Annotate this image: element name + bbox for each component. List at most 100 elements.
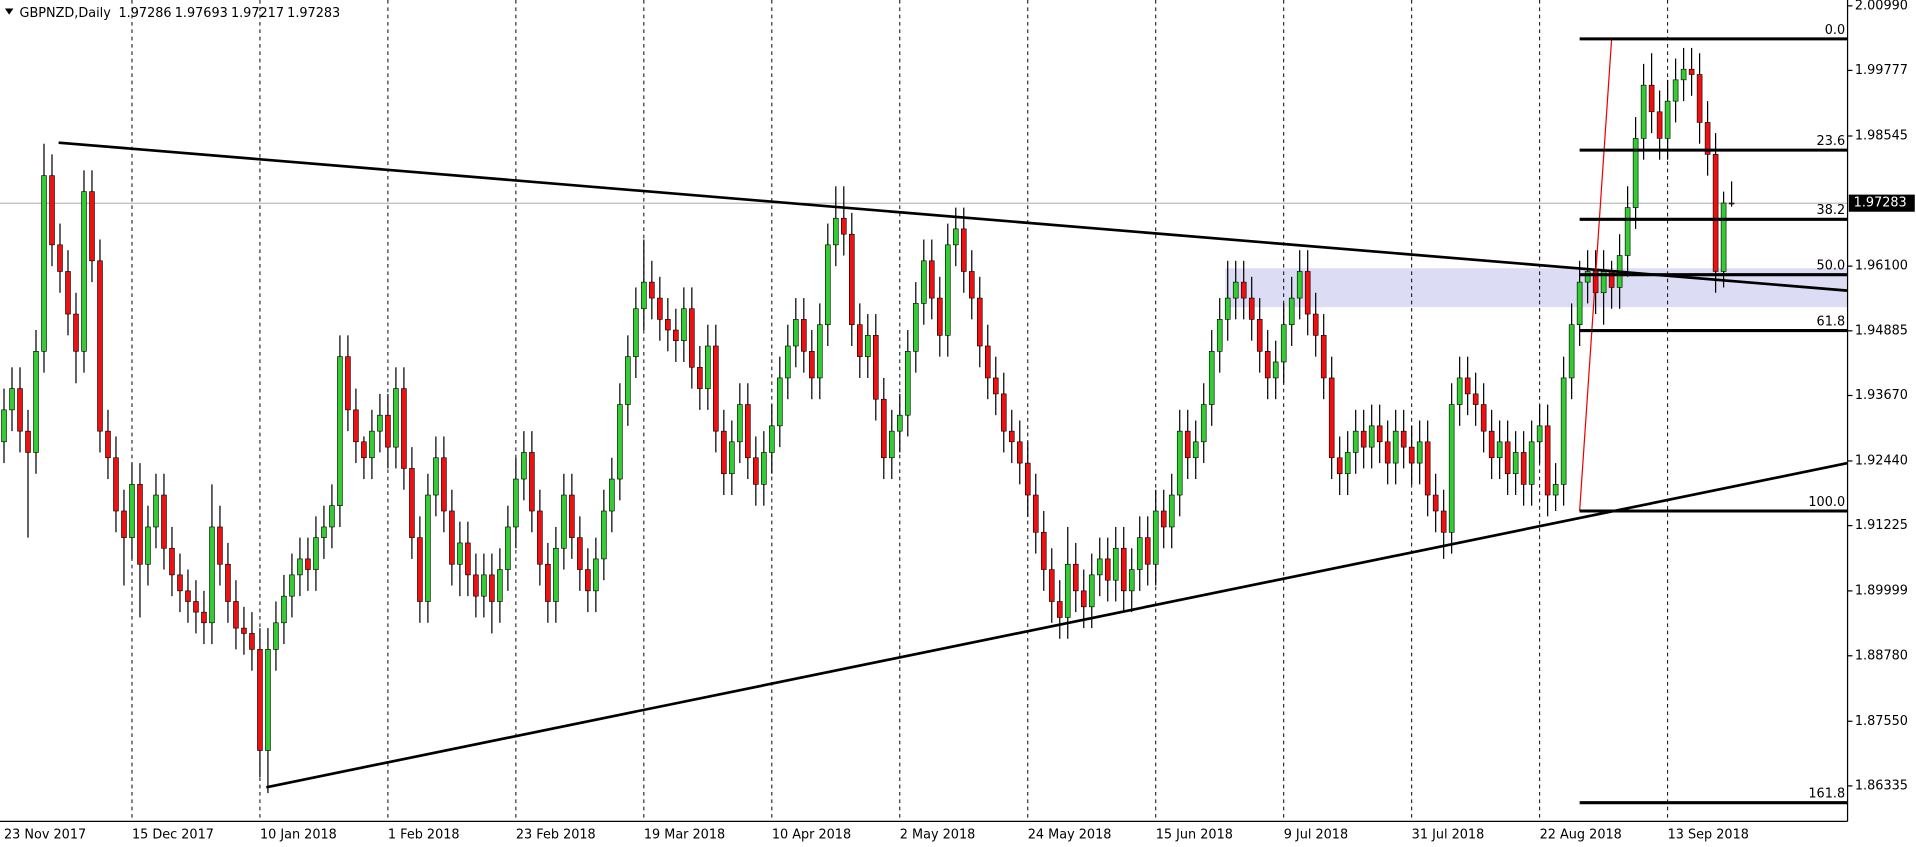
candle-body bbox=[952, 228, 959, 246]
fib-level-label: 50.0 bbox=[1817, 259, 1846, 274]
candle-body bbox=[105, 430, 111, 459]
candle-body bbox=[17, 388, 23, 432]
candle-body bbox=[1664, 100, 1671, 139]
x-tick-label: 23 Nov 2017 bbox=[4, 827, 86, 842]
candle-body bbox=[1272, 361, 1279, 379]
candle-body bbox=[1384, 441, 1391, 464]
candle-body bbox=[944, 244, 951, 336]
x-tick-label: 24 May 2018 bbox=[1028, 827, 1112, 842]
candle-body bbox=[713, 345, 719, 432]
candle-body bbox=[1568, 324, 1575, 379]
candle-body bbox=[1072, 563, 1079, 592]
candle-body bbox=[65, 271, 71, 315]
candle-body bbox=[745, 404, 751, 459]
candle-body bbox=[1080, 590, 1087, 608]
candle-body bbox=[1320, 335, 1327, 379]
y-tick-label: 1.99777 bbox=[1855, 63, 1908, 78]
candle-body bbox=[1016, 441, 1023, 464]
candle-body bbox=[889, 430, 895, 459]
candle-body bbox=[689, 308, 695, 368]
x-tick-label: 9 Jul 2018 bbox=[1284, 827, 1348, 842]
candle-body bbox=[1712, 154, 1719, 272]
candle-body bbox=[433, 457, 439, 496]
candle-body bbox=[1536, 425, 1543, 443]
candle-body bbox=[417, 537, 423, 602]
candle-body bbox=[1280, 324, 1287, 363]
candle-body bbox=[233, 601, 239, 629]
candle-body bbox=[337, 356, 343, 506]
candle-body bbox=[625, 356, 631, 405]
candle-body bbox=[1648, 84, 1655, 113]
candle-body bbox=[1512, 452, 1519, 475]
candle-body bbox=[801, 319, 807, 352]
candle-body bbox=[849, 233, 855, 326]
candle-body bbox=[609, 478, 615, 512]
candle-body bbox=[297, 558, 303, 576]
candle-body bbox=[121, 510, 127, 538]
candle-body bbox=[489, 574, 495, 602]
candle-body bbox=[1488, 430, 1495, 459]
candle-body bbox=[169, 547, 175, 576]
candle-body bbox=[25, 430, 31, 453]
candle-body bbox=[721, 430, 727, 475]
candle-body bbox=[1160, 510, 1167, 528]
candle-body bbox=[1208, 351, 1215, 405]
candle-body bbox=[1184, 430, 1191, 459]
candle-body bbox=[833, 217, 839, 246]
candle-body bbox=[1720, 202, 1727, 272]
candle-body bbox=[928, 260, 935, 299]
candle-body bbox=[673, 329, 679, 341]
candle-body bbox=[633, 308, 639, 357]
fib-level-label: 161.8 bbox=[1808, 787, 1845, 802]
candle-body bbox=[1672, 79, 1679, 102]
y-tick-label: 1.98545 bbox=[1855, 129, 1908, 144]
candle-body bbox=[1240, 281, 1247, 299]
candle-body bbox=[1024, 462, 1031, 496]
candle-body bbox=[1496, 441, 1503, 459]
candle-body bbox=[1680, 68, 1687, 81]
candle-body bbox=[185, 590, 191, 602]
x-tick-label: 13 Sep 2018 bbox=[1668, 827, 1749, 842]
candle-body bbox=[1504, 441, 1511, 475]
candle-body bbox=[1400, 430, 1407, 448]
candle-body bbox=[473, 574, 479, 597]
candle-body bbox=[1376, 425, 1383, 443]
candle-body bbox=[377, 414, 383, 432]
candle-body bbox=[505, 526, 511, 570]
candle-body bbox=[681, 308, 687, 341]
y-tick-label: 1.89999 bbox=[1855, 583, 1908, 598]
y-tick-label: 1.94885 bbox=[1855, 323, 1908, 338]
candle-body bbox=[1232, 281, 1239, 299]
candle-body bbox=[1656, 111, 1663, 139]
x-tick-label: 15 Dec 2017 bbox=[132, 827, 214, 842]
candle-body bbox=[161, 494, 167, 549]
y-tick-label: 1.91225 bbox=[1855, 518, 1908, 533]
candle-body bbox=[241, 627, 247, 634]
candle-body bbox=[89, 191, 95, 262]
fib-level-label: 23.6 bbox=[1817, 134, 1846, 149]
candle-body bbox=[449, 510, 455, 565]
candle-body bbox=[729, 441, 735, 475]
candle-body bbox=[817, 324, 823, 379]
candle-body bbox=[1096, 558, 1103, 576]
candle-body bbox=[1624, 207, 1631, 256]
candle-body bbox=[73, 313, 79, 352]
candle-body bbox=[793, 319, 799, 347]
candle-body bbox=[761, 452, 767, 485]
candle-body bbox=[137, 484, 143, 565]
header-value: 1.97217 bbox=[231, 6, 284, 21]
candle-body bbox=[960, 228, 967, 272]
header-value: 1.97693 bbox=[175, 6, 228, 21]
menu-triangle[interactable] bbox=[4, 8, 14, 15]
candle-body bbox=[457, 542, 463, 565]
candle-body bbox=[1248, 297, 1255, 320]
candle-body bbox=[521, 452, 527, 480]
candle-body bbox=[976, 297, 983, 347]
y-tick-label: 1.93670 bbox=[1855, 388, 1908, 403]
candle-body bbox=[1456, 377, 1463, 405]
candle-body bbox=[737, 404, 743, 443]
candle-body bbox=[1048, 569, 1055, 602]
candle-body bbox=[585, 569, 591, 592]
header: GBPNZD,Daily 1.97286 1.97693 1.97217 1.97283 bbox=[4, 6, 340, 21]
candle-body bbox=[897, 414, 903, 432]
